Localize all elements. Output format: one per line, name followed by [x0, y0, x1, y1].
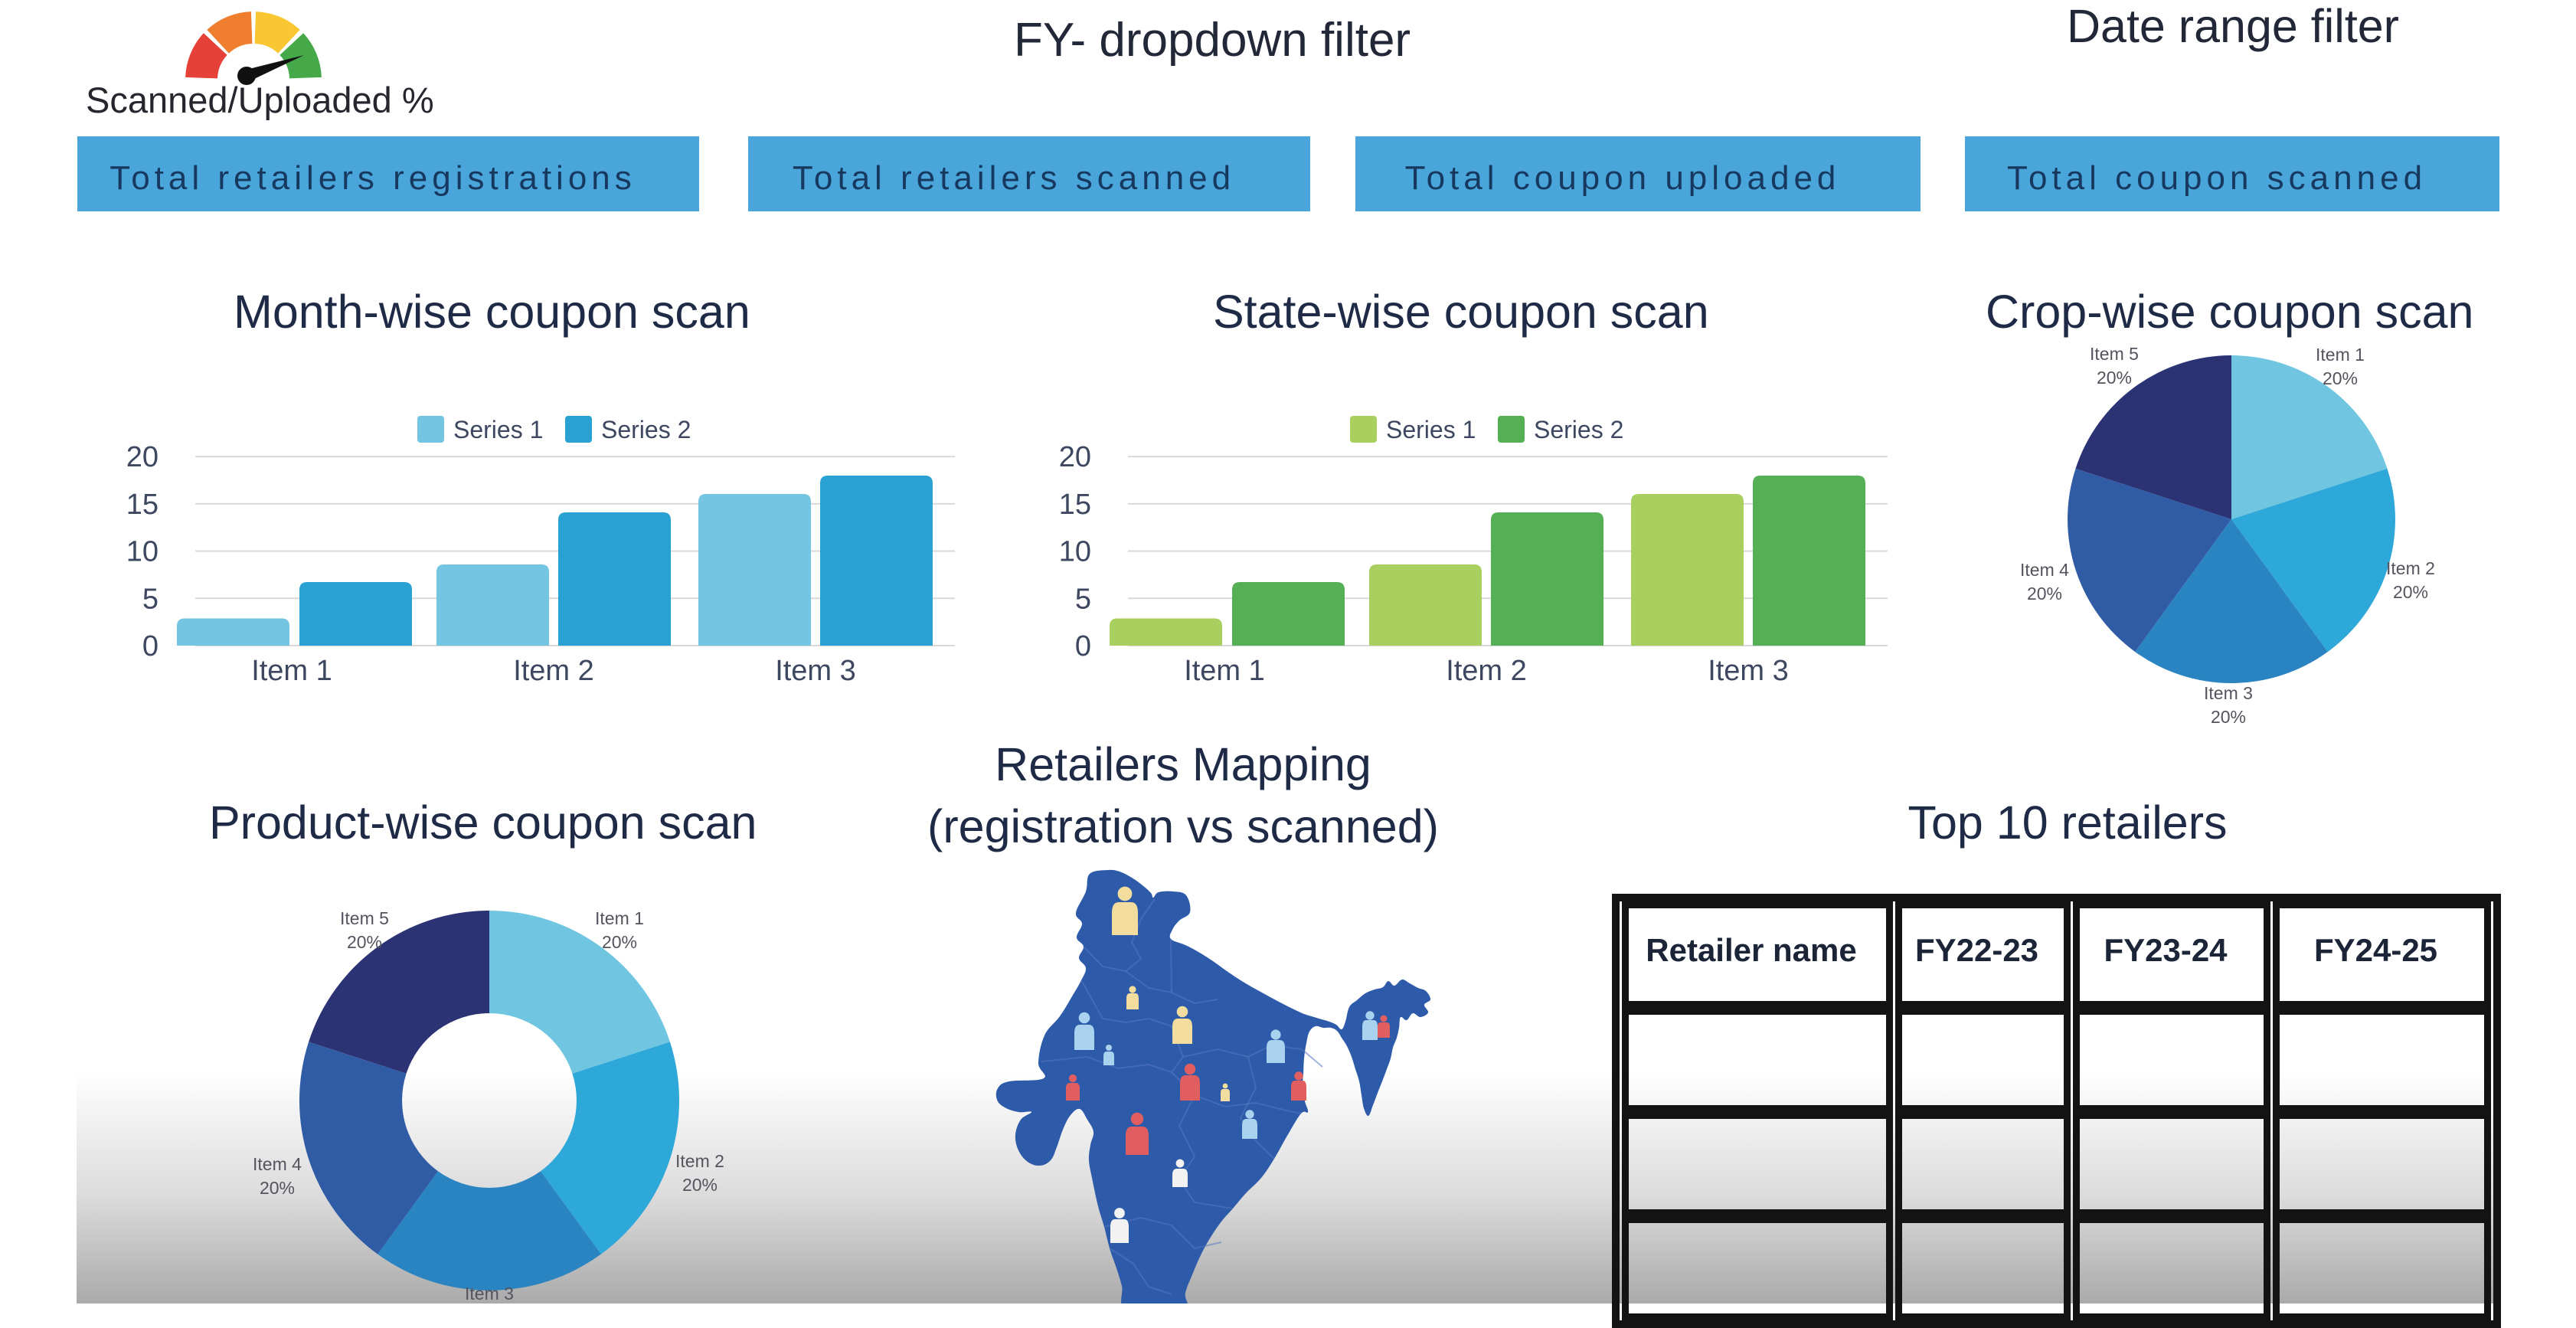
svg-text:Item 2: Item 2: [1446, 655, 1527, 687]
svg-text:Item 2: Item 2: [513, 655, 594, 687]
svg-text:10: 10: [126, 536, 159, 568]
svg-text:Item 420%: Item 4 20%: [253, 1154, 302, 1198]
svg-text:Series 1: Series 1: [453, 416, 543, 443]
svg-text:0: 0: [1075, 630, 1091, 662]
svg-text:5: 5: [1075, 583, 1091, 615]
svg-text:Item 120%: Item 1 20%: [595, 908, 644, 952]
svg-text:15: 15: [126, 489, 159, 521]
svg-text:Item 3: Item 3: [775, 655, 856, 687]
svg-text:Item 520%: Item 5 20%: [2090, 344, 2139, 388]
svg-text:Series 2: Series 2: [1534, 416, 1623, 443]
svg-text:20: 20: [1059, 441, 1091, 473]
svg-text:0: 0: [142, 630, 159, 662]
svg-text:Item 320%: Item 320%: [2204, 683, 2253, 727]
svg-text:20: 20: [126, 441, 159, 473]
svg-text:Item 420%: Item 4 20%: [2020, 560, 2069, 603]
svg-text:Item 220%: Item 2 20%: [2386, 558, 2435, 602]
svg-text:Series 2: Series 2: [601, 416, 691, 443]
svg-text:Item 120%: Item 1 20%: [2316, 345, 2365, 388]
svg-text:Item 3: Item 3: [1708, 655, 1789, 687]
svg-text:Item 520%: Item 5 20%: [340, 908, 389, 952]
svg-text:5: 5: [142, 583, 159, 615]
svg-text:Item 220%: Item 2 20%: [675, 1151, 724, 1195]
svg-text:Series 1: Series 1: [1386, 416, 1476, 443]
svg-text:10: 10: [1059, 536, 1091, 568]
svg-text:Item 1: Item 1: [1184, 655, 1265, 687]
svg-text:Item 320%: Item 320%: [465, 1284, 514, 1303]
svg-text:Item 1: Item 1: [251, 655, 332, 687]
svg-text:15: 15: [1059, 489, 1091, 521]
